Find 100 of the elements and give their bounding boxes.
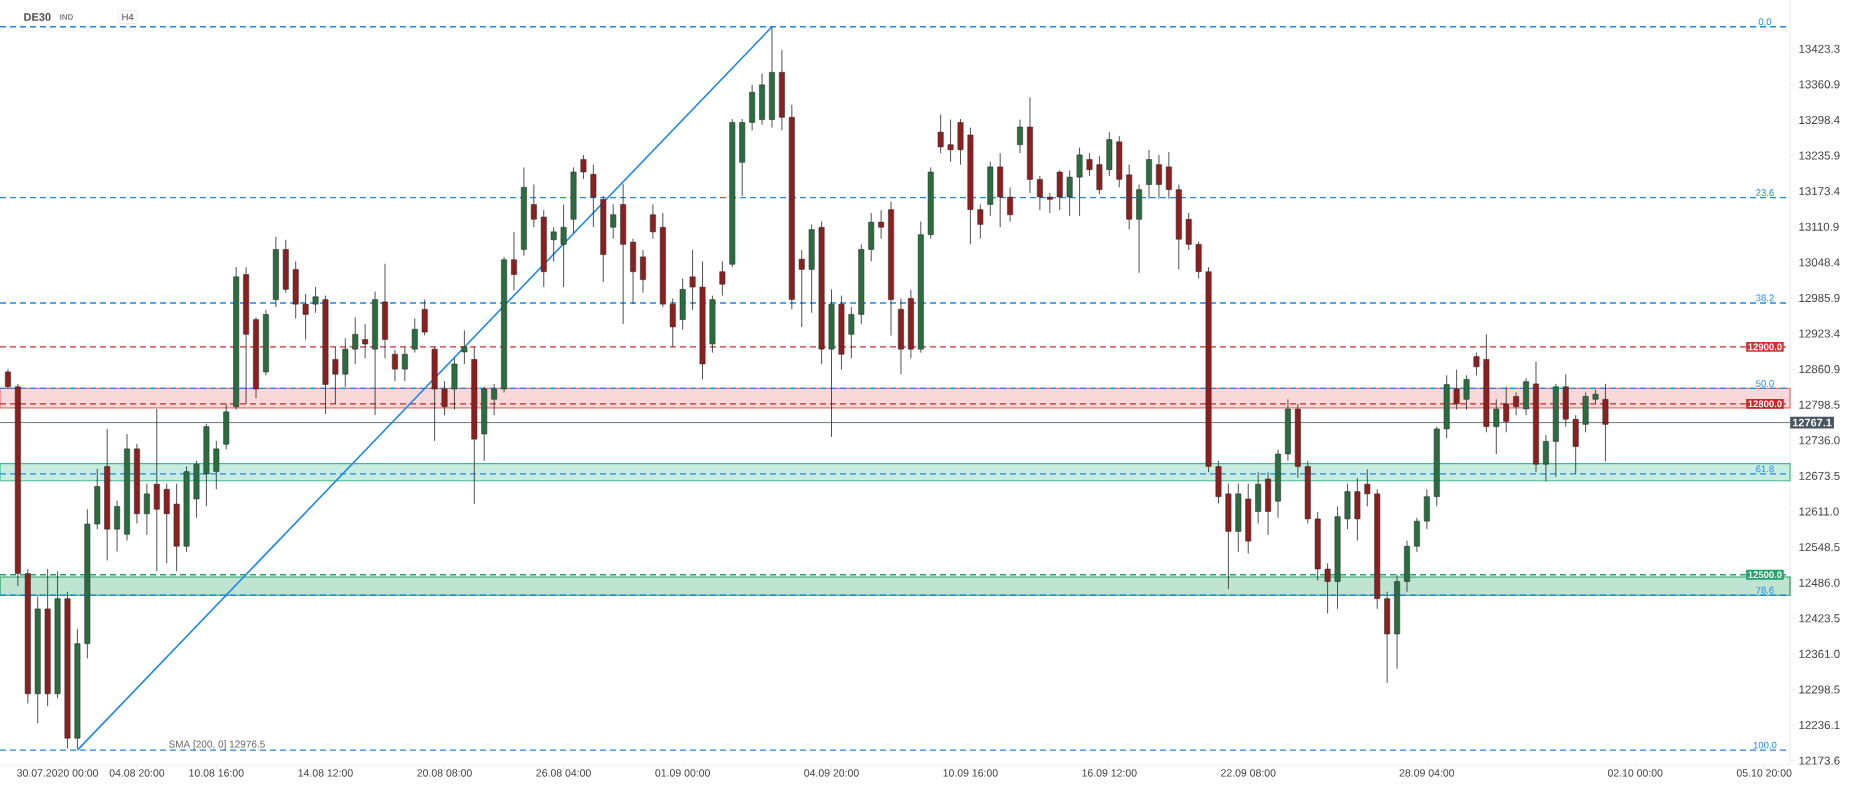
y-tick-label: 12236.1 <box>1799 720 1840 730</box>
candlestick <box>640 249 646 294</box>
annotation: 78.6 <box>1756 586 1774 594</box>
annotation: IND <box>60 14 73 20</box>
candlestick <box>401 346 408 382</box>
candlestick <box>213 440 220 490</box>
candlestick <box>1513 392 1520 416</box>
annotation: 61.8 <box>1756 465 1774 473</box>
candlestick <box>411 318 418 353</box>
candlestick <box>550 226 557 262</box>
annotation: 100.0 <box>1753 741 1777 749</box>
candlestick <box>1046 192 1053 214</box>
candlestick <box>1165 151 1172 200</box>
candlestick <box>878 209 885 240</box>
y-tick-label: 13173.4 <box>1799 187 1840 196</box>
candlestick <box>590 164 597 228</box>
candlestick <box>312 286 319 314</box>
y-tick-label: 13235.9 <box>1799 151 1840 160</box>
candlestick <box>1503 386 1510 433</box>
candlestick <box>560 204 567 288</box>
text: H4 <box>122 13 134 21</box>
x-tick-label: 20.08 08:00 <box>417 769 472 777</box>
candlestick <box>1017 119 1023 154</box>
candlestick <box>937 114 944 154</box>
x-tick-label: 10.09 16:00 <box>943 769 998 777</box>
candlestick <box>798 249 805 328</box>
candlestick <box>610 204 617 240</box>
candlestick <box>1076 147 1083 217</box>
candlestick <box>669 298 676 348</box>
x-tick-label: 02.10 00:00 <box>1607 769 1663 777</box>
ref-line-label: 12900.0 <box>1748 343 1782 351</box>
candlestick <box>1007 186 1014 222</box>
candlestick <box>391 349 398 382</box>
y-tick-label: 12486.0 <box>1799 578 1840 587</box>
x-tick-label: 30.07.2020 00:00 <box>17 769 98 777</box>
candlestick <box>649 204 656 240</box>
annotation: 0.0 <box>1758 18 1772 26</box>
candlestick <box>1473 352 1480 376</box>
x-tick-label: 16.09 12:00 <box>1082 769 1137 777</box>
annotation: 38.2 <box>1756 294 1774 302</box>
candlestick <box>1364 468 1371 507</box>
ref-line-label: 12800.0 <box>1748 400 1782 408</box>
candlestick <box>977 204 984 240</box>
ref-line-label: 12500.0 <box>1748 571 1782 579</box>
candlestick <box>332 346 339 405</box>
candlestick <box>1453 369 1460 410</box>
candlestick <box>302 293 309 340</box>
candlestick <box>1493 398 1500 455</box>
y-tick-label: 12173.6 <box>1799 756 1840 765</box>
candlestick <box>421 299 428 336</box>
y-tick-label: 12423.5 <box>1799 614 1840 623</box>
candlestick <box>689 249 696 311</box>
x-tick-label: 22.09 08:00 <box>1221 769 1276 777</box>
annotation: 50.0 <box>1756 380 1774 387</box>
ref-line-label: 12767.1 <box>1792 418 1832 427</box>
candlestick <box>1066 169 1073 217</box>
y-tick-label: 13048.4 <box>1799 258 1840 267</box>
y-tick-label: 12548.5 <box>1799 543 1840 552</box>
candlestick <box>5 368 11 390</box>
x-tick-label: 14.08 12:00 <box>298 769 353 777</box>
x-tick-label: 04.09 20:00 <box>804 769 859 777</box>
candlestick <box>491 383 498 416</box>
x-tick-label: 10.08 16:00 <box>189 769 244 777</box>
candlestick <box>947 119 954 163</box>
candlestick <box>352 316 359 365</box>
x-tick-label: 28.09 04:00 <box>1399 769 1455 777</box>
annotation: SMA [200, 0] 12976.5 <box>169 740 265 750</box>
y-tick-label: 12361.0 <box>1799 649 1840 658</box>
candlestick <box>511 231 517 291</box>
x-tick-label: 05.10 20:00 <box>1736 769 1792 777</box>
y-tick-label: 12923.4 <box>1799 329 1840 338</box>
candlestick <box>143 483 150 536</box>
x-tick-label: 04.08 20:00 <box>109 769 165 777</box>
candlestick <box>461 329 468 365</box>
y-tick-label: 12298.5 <box>1799 685 1840 694</box>
candlestick <box>1463 374 1470 410</box>
candlestick <box>1324 562 1331 614</box>
y-tick-label: 12860.9 <box>1799 365 1840 374</box>
candlestick <box>848 306 855 359</box>
candlestick <box>114 500 121 552</box>
y-tick-label: 13298.4 <box>1799 115 1840 125</box>
candlestick <box>719 261 726 297</box>
candlestick <box>1036 175 1043 211</box>
candlestick <box>441 380 448 416</box>
y-tick-label: 12611.0 <box>1799 507 1839 516</box>
y-tick-label: 13423.3 <box>1799 44 1840 53</box>
y-tick-label: 12798.5 <box>1799 400 1840 409</box>
y-tick-label: 13360.9 <box>1799 80 1840 89</box>
annotation: 23.6 <box>1756 189 1774 196</box>
x-tick-label: 26.08 04:00 <box>536 769 591 777</box>
y-tick-label: 12736.0 <box>1799 436 1840 445</box>
candlestick <box>580 154 587 180</box>
candlestick <box>1086 152 1093 177</box>
y-tick-label: 12673.5 <box>1799 471 1840 480</box>
candlestick <box>1542 434 1549 482</box>
candlestick <box>362 323 369 359</box>
candlestick <box>530 184 537 228</box>
y-tick-label: 12985.9 <box>1799 293 1840 303</box>
candlestick <box>1156 154 1162 200</box>
x-tick-label: 01.09 00:00 <box>655 769 710 777</box>
